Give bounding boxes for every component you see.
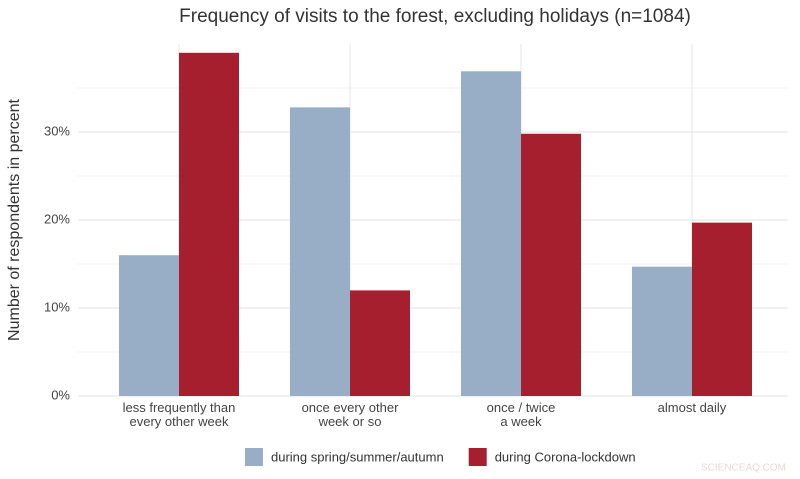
chart-title: Frequency of visits to the forest, exclu… [179,6,691,27]
legend-label: during spring/summer/autumn [271,449,444,464]
bar [461,71,521,396]
watermark: SCIENCEAQ.COM [701,463,786,474]
bar [290,107,350,397]
bar [632,266,692,396]
bar [179,52,239,397]
legend-label: during Corona-lockdown [495,449,636,464]
bar [521,133,581,396]
bar [692,222,752,396]
y-tick-label: 30% [44,123,70,138]
x-tick-label: almost daily [657,400,727,415]
bar [350,290,410,396]
x-tick-label: once / twice a week [486,400,556,429]
legend-swatch [468,448,487,466]
y-tick-label: 10% [44,299,70,314]
y-tick-label: 20% [44,211,70,226]
x-tick-label: less frequently than every other week [122,400,236,429]
y-tick-label: 0% [51,387,70,402]
legend-swatch [245,448,263,466]
x-tick-label: once every other week or so [301,400,399,429]
bar [119,255,179,396]
y-axis-label: Number of respondents in percent [6,98,23,340]
